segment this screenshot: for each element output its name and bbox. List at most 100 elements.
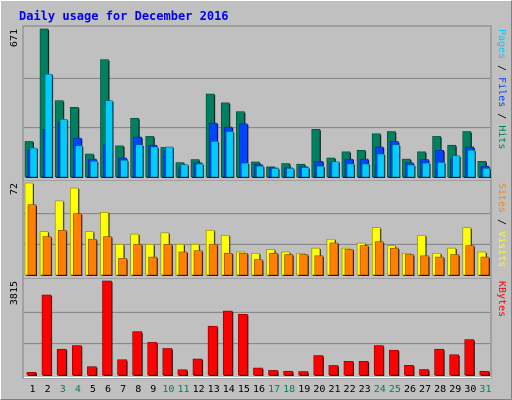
- bar-kbytes-day-22: [343, 361, 354, 376]
- legend-entry: /: [496, 107, 507, 125]
- bar-pages-day-19: [301, 167, 310, 178]
- bar-kbytes-day-8: [132, 331, 142, 376]
- x-tick-label: 3: [60, 384, 66, 395]
- bar-kbytes-day-15: [238, 313, 248, 376]
- bar-pages-day-24: [376, 153, 385, 178]
- bar-kbytes-day-3: [56, 348, 67, 376]
- bar-pages-day-1: [29, 147, 38, 178]
- bar-kbytes-day-24: [373, 345, 384, 376]
- bar-sites-day-20: [314, 255, 324, 276]
- bar-sites-day-22: [344, 249, 354, 276]
- bar-kbytes-day-4: [71, 345, 82, 376]
- bar-sites-day-5: [88, 238, 97, 276]
- bar-sites-day-17: [269, 252, 278, 276]
- bar-sites-day-9: [148, 256, 158, 276]
- x-tick-label: 13: [208, 384, 220, 395]
- x-tick-label: 15: [238, 384, 250, 395]
- bar-kbytes-day-12: [192, 358, 203, 376]
- bar-kbytes-day-10: [162, 348, 173, 376]
- bar-kbytes-day-28: [434, 348, 444, 376]
- bar-pages-day-6: [105, 100, 113, 178]
- x-tick-label: 4: [75, 384, 81, 395]
- bar-kbytes-day-9: [147, 342, 158, 376]
- bar-kbytes-day-14: [222, 310, 233, 376]
- bar-sites-day-24: [374, 241, 384, 276]
- legend: KBytes: [496, 281, 507, 317]
- bar-pages-day-16: [256, 165, 264, 178]
- y-max-label: 72: [9, 183, 20, 195]
- x-tick-label: 24: [374, 384, 386, 395]
- legend-entry: KBytes: [496, 281, 507, 317]
- bar-sites-day-14: [223, 252, 233, 276]
- x-tick-label: 29: [449, 384, 461, 395]
- bar-sites-day-4: [72, 213, 82, 276]
- bar-pages-day-13: [210, 141, 219, 178]
- bar-kbytes-day-7: [117, 359, 127, 376]
- x-axis-day-labels: 1 2 3 4 5 6 7 8 9 10 11 12 13 14 15 16 17 18 19 20 21 22 23 24 2…: [30, 384, 492, 395]
- bar-pages-day-7: [120, 159, 128, 178]
- bar-pages-day-30: [467, 150, 476, 178]
- bar-pages-day-22: [346, 163, 355, 178]
- bar-pages-day-12: [195, 163, 204, 178]
- y-max-label: 671: [9, 29, 20, 47]
- bar-pages-day-15: [241, 162, 249, 178]
- bar-sites-day-25: [390, 247, 399, 276]
- x-tick-label: 9: [150, 384, 156, 395]
- x-tick-label: 28: [434, 384, 446, 395]
- x-tick-label: 11: [177, 384, 189, 395]
- x-tick-label: 16: [253, 384, 265, 395]
- x-tick-label: 14: [223, 384, 235, 395]
- bar-sites-day-13: [208, 244, 218, 276]
- bar-pages-day-29: [452, 155, 461, 178]
- bar-pages-day-11: [180, 164, 189, 178]
- bar-pages-day-28: [437, 162, 445, 178]
- bar-sites-day-1: [27, 204, 37, 276]
- bar-kbytes-day-17: [268, 370, 278, 376]
- legend-entry: Pages: [496, 29, 507, 59]
- bar-sites-day-8: [133, 244, 142, 276]
- bar-kbytes-day-2: [41, 294, 52, 376]
- bar-pages-day-23: [361, 163, 370, 178]
- bar-kbytes-day-20: [313, 355, 324, 376]
- chart-title: Daily usage for December 2016: [19, 9, 229, 23]
- legend-entry: Files: [496, 77, 507, 107]
- x-tick-label: 30: [464, 384, 476, 395]
- bar-kbytes-day-6: [102, 280, 112, 376]
- bar-sites-day-2: [42, 236, 52, 276]
- y-max-label: 3815: [9, 281, 20, 305]
- bar-sites-day-6: [103, 236, 112, 276]
- bar-kbytes-day-23: [358, 361, 369, 376]
- bar-pages-day-17: [271, 168, 279, 178]
- bar-kbytes-day-1: [26, 372, 37, 376]
- x-tick-label: 27: [419, 384, 431, 395]
- bar-kbytes-day-27: [419, 369, 429, 376]
- bar-pages-day-9: [150, 146, 159, 178]
- bar-sites-day-28: [435, 256, 444, 276]
- bar-kbytes-day-21: [328, 365, 339, 376]
- bar-sites-day-21: [329, 242, 339, 276]
- x-tick-label: 18: [283, 384, 295, 395]
- bar-sites-day-7: [118, 258, 127, 276]
- x-tick-label: 31: [479, 384, 491, 395]
- legend-entry: Hits: [496, 125, 507, 149]
- x-tick-label: 1: [30, 384, 36, 395]
- bar-pages-day-27: [422, 162, 430, 178]
- bar-sites-day-11: [178, 251, 188, 276]
- bar-sites-day-16: [254, 259, 263, 276]
- bar-pages-day-31: [482, 168, 491, 178]
- bar-kbytes-day-29: [449, 354, 460, 376]
- bar-pages-day-5: [90, 161, 98, 178]
- legend: Sites / Visits: [496, 183, 507, 267]
- x-tick-label: 19: [298, 384, 310, 395]
- bar-sites-day-30: [465, 245, 475, 276]
- panel-bottom: 3815 KBytes: [9, 277, 507, 379]
- x-tick-label: 22: [344, 384, 356, 395]
- x-tick-label: 21: [328, 384, 340, 395]
- bar-sites-day-18: [284, 254, 293, 276]
- bar-sites-day-15: [239, 252, 248, 276]
- bar-kbytes-day-26: [404, 365, 414, 376]
- bar-pages-day-18: [286, 168, 294, 178]
- legend-entry: /: [496, 59, 507, 77]
- bar-pages-day-14: [225, 131, 234, 178]
- bar-kbytes-day-11: [177, 369, 188, 376]
